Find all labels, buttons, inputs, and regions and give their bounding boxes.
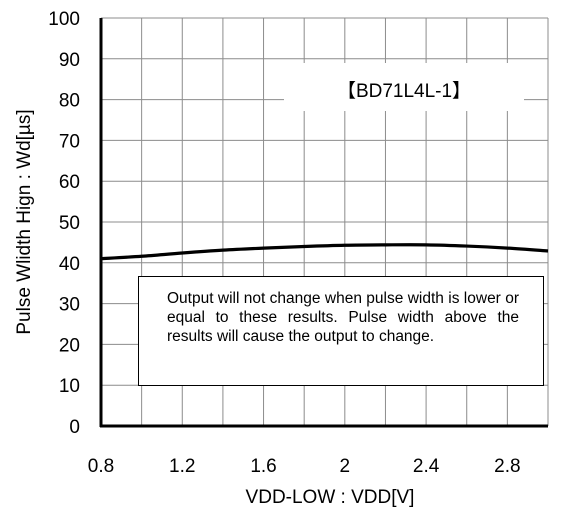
x-tick-label: 2 [340, 456, 351, 477]
y-tick-label: 10 [59, 376, 80, 397]
chart-axes [99, 18, 548, 428]
series-line [100, 243, 549, 261]
y-tick-label: 0 [69, 417, 80, 438]
note-box: Output will not change when pulse width … [138, 276, 544, 386]
device-tag-box: 【BD71L4L-1】 [284, 63, 524, 111]
y-tick-label: 70 [59, 131, 80, 152]
y-tick-labels: 0 10 20 30 40 50 60 70 80 90 100 [48, 9, 80, 438]
y-tick-label: 60 [59, 172, 80, 193]
x-axis-title: VDD-LOW : VDD[V] [246, 487, 415, 508]
y-tick-label: 40 [59, 254, 80, 275]
y-axis-title: Pulse Wlidth Hign : Wd[µs] [14, 109, 35, 334]
note-text: Output will not change when pulse width … [167, 290, 519, 345]
y-tick-label: 20 [59, 335, 80, 356]
y-tick-label: 50 [59, 213, 80, 234]
x-tick-label: 2.4 [413, 456, 440, 477]
y-tick-label: 30 [59, 295, 80, 316]
y-tick-label: 100 [48, 9, 80, 30]
y-tick-label: 80 [59, 91, 80, 112]
device-tag-label: 【BD71L4L-1】 [336, 81, 472, 102]
y-tick-label: 90 [59, 50, 80, 71]
x-tick-label: 1.2 [169, 456, 195, 477]
series-layer [100, 243, 549, 261]
x-tick-label: 2.8 [494, 456, 520, 477]
x-tick-label: 1.6 [250, 456, 276, 477]
x-tick-label: 0.8 [88, 456, 114, 477]
x-tick-labels: 0.8 1.2 1.6 2 2.4 2.8 [88, 456, 521, 477]
